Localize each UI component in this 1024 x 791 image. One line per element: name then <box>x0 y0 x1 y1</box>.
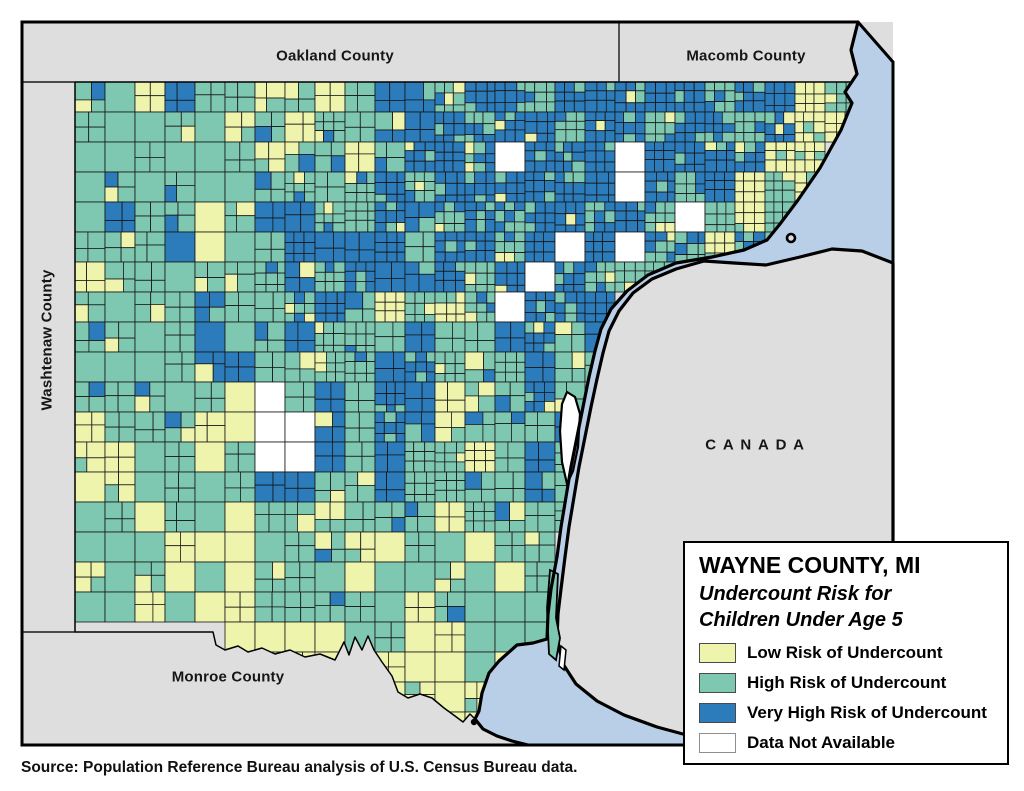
legend-label-high: High Risk of Undercount <box>747 672 947 692</box>
legend-item-no_data: Data Not Available <box>699 732 1007 753</box>
legend-swatch-no_data <box>699 732 736 753</box>
grosse-ile-small-island <box>558 644 567 672</box>
legend-item-very_high: Very High Risk of Undercount <box>699 702 1007 723</box>
legend-swatch-high <box>699 672 736 693</box>
legend-box: WAYNE COUNTY, MI Undercount Risk for Chi… <box>683 541 1009 765</box>
legend-title: WAYNE COUNTY, MI <box>699 552 921 578</box>
map-frame <box>20 20 895 747</box>
legend-swatch-low <box>699 642 736 663</box>
us-shoreline <box>473 20 860 747</box>
legend-subtitle-line1: Undercount Risk for <box>699 583 892 606</box>
legend-item-low: Low Risk of Undercount <box>699 642 1007 663</box>
peche-island <box>785 232 797 244</box>
legend-item-high: High Risk of Undercount <box>699 672 1007 693</box>
legend-label-very_high: Very High Risk of Undercount <box>747 702 987 722</box>
label-monroe-county: Monroe County <box>171 668 285 686</box>
legend-items: Low Risk of Undercount High Risk of Under… <box>699 642 1007 753</box>
label-canada: CANADA <box>705 436 811 454</box>
legend-label-low: Low Risk of Undercount <box>747 642 943 662</box>
county-divider-lines <box>22 22 620 633</box>
label-oakland-county: Oakland County <box>276 47 394 65</box>
label-macomb-county: Macomb County <box>686 47 806 65</box>
source-note: Source: Population Reference Bureau anal… <box>21 759 578 776</box>
legend-subtitle-line2: Children Under Age 5 <box>699 609 903 632</box>
legend-subtitle: Undercount Risk for Children Under Age 5 <box>699 581 1007 633</box>
label-washtenaw-county: Washtenaw County <box>38 269 56 411</box>
legend-swatch-very_high <box>699 702 736 723</box>
legend-label-no_data: Data Not Available <box>747 732 896 752</box>
